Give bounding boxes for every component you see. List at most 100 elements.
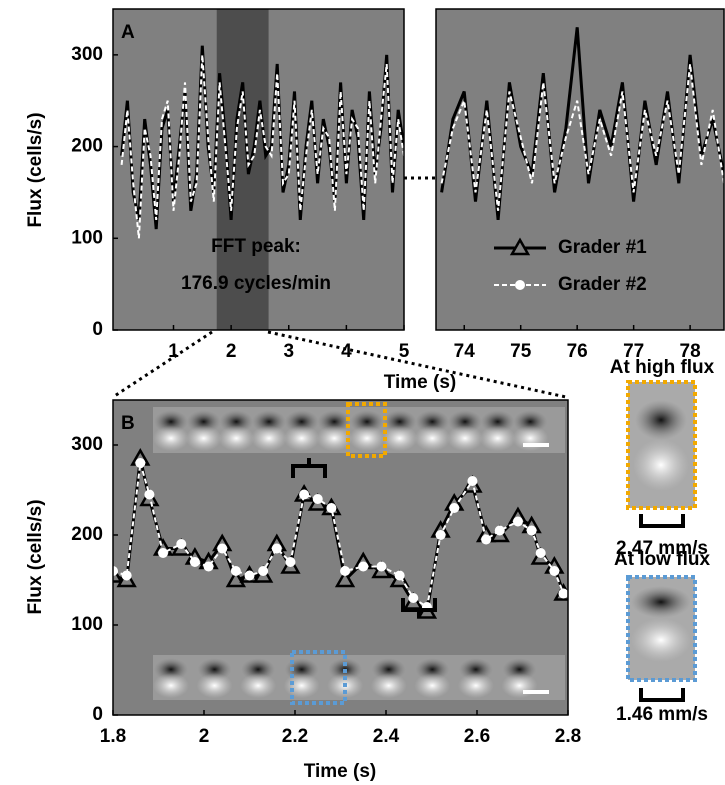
roi-frame [290,650,347,705]
cell [196,673,233,699]
x-tick-label: 2.6 [464,726,490,747]
cell [153,673,189,699]
plot-border [435,8,725,331]
cell [370,673,407,699]
bracket [639,688,685,702]
cell [635,400,687,440]
marker-circle [526,525,537,536]
marker-circle [326,503,337,513]
x-tick-label: 5 [399,341,410,362]
cell [349,425,385,452]
marker-triangle [334,569,356,588]
high-flux-image [626,380,697,528]
panel-label: B [121,413,135,434]
plot-border [112,399,569,716]
y-tick-label: 300 [71,434,103,455]
plot-border [112,8,405,331]
x-tick-label: 2 [226,341,237,362]
inset-frame [626,380,697,510]
y-tick-label: 0 [92,319,103,340]
marker-circle [158,548,169,558]
low-flux-image [626,575,697,702]
marker-circle [515,280,525,290]
marker-circle [394,570,405,581]
cell [240,673,277,699]
cell [316,425,353,452]
connectors [112,176,567,399]
annotation: 176.9 cycles/min [181,273,331,294]
series-layer [120,45,404,239]
legend-label: Grader #2 [558,274,647,295]
marker-circle [408,593,419,603]
y-tick-label: 200 [71,136,103,157]
inset-frame [626,575,697,682]
chart-panel: 74 75 76 77 78 Grader #1 Grader #2 [435,8,725,362]
bracket [401,598,437,618]
marker-circle [135,458,146,468]
marker-circle [203,561,214,572]
cell [251,425,287,452]
marker-circle [312,494,323,504]
x-tick-label: 4 [341,341,352,362]
marker-circle [271,543,282,554]
legend-label: Grader #1 [558,237,647,258]
series-layer [440,27,724,221]
speed-label: 2.47 mm/s [616,538,708,559]
marker-circle [449,503,460,513]
inset-title: At high flux [610,357,715,378]
inset-title: At low flux [614,549,710,570]
marker-circle [512,516,523,527]
marker-triangle [509,237,531,256]
marker-circle [176,539,187,549]
marker-circle [481,534,492,545]
speed-label: 1.46 mm/s [616,704,708,725]
marker-circle [144,489,155,500]
cell [414,673,451,699]
x-axis-label: Time (s) [304,761,377,782]
x-tick-label: 1.8 [100,726,126,747]
marker-circle [558,588,568,599]
marker-circle [358,561,369,572]
cell [283,673,320,699]
marker-circle [549,566,560,576]
cell [447,425,483,452]
x-tick-label: 77 [623,341,644,362]
bracket [291,458,327,478]
cell [479,425,516,452]
y-tick-label: 100 [71,614,103,635]
x-axis-label: Time (s) [384,372,457,393]
cell [218,425,255,452]
chart-panel: 0 100 200 300 1 2 3 4 5 Flux (cells/s) Time (s) A FF… [25,8,457,393]
series-line [440,63,724,211]
cell [501,673,538,699]
zoom-connector [267,330,567,399]
y-axis-label: Flux (cells/s) [25,112,46,227]
panel-label: A [121,22,135,43]
marker-circle [217,543,228,554]
marker-circle [113,566,118,576]
cell [631,586,691,618]
marker-circle [244,570,255,581]
cell [283,425,320,452]
y-tick-label: 200 [71,524,103,545]
cell [153,425,189,452]
y-tick-label: 300 [71,44,103,65]
marker-circle [299,489,310,500]
marker-circle [376,561,387,572]
charts: 0 100 200 300 1 2 3 4 5 Flux (cells/s) Time (s) A FF… [25,8,725,782]
x-tick-label: 1 [168,341,179,362]
x-tick-label: 2.4 [373,726,400,747]
x-tick-label: 75 [510,341,532,362]
chart-panel: 0 100 200 300 1.8 2 2.2 2.4 2.6 2.8 Flux (cells/s)… [25,399,581,782]
marker-circle [467,476,478,486]
marker-circle [230,566,241,576]
y-tick-label: 100 [71,227,103,248]
bracket [639,514,685,528]
cell [185,425,222,452]
highlight-band [216,9,269,330]
marker-circle [535,548,546,558]
x-tick-label: 3 [283,341,294,362]
marker-circle [435,530,446,540]
marker-circle [340,566,351,576]
marker-circle [285,557,296,567]
